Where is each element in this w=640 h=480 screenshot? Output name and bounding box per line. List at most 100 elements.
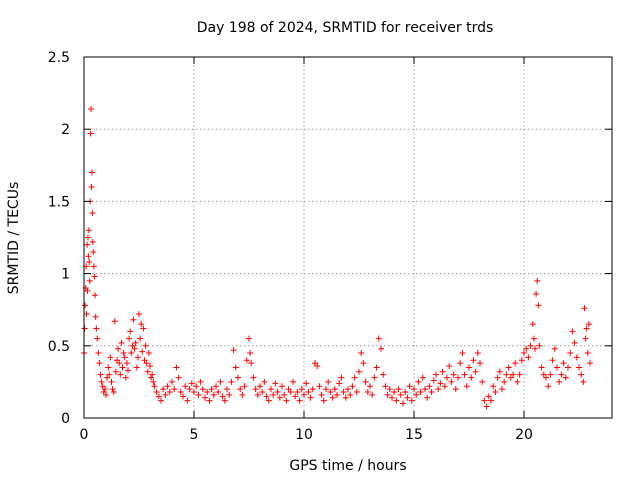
data-point [137,335,144,342]
data-point [118,339,125,346]
data-point [119,364,126,371]
data-point [576,364,582,371]
data-point [380,371,387,378]
y-tick-label: 2.5 [48,50,70,66]
data-point [270,391,277,398]
data-point [305,389,312,396]
data-point [391,389,398,396]
data-point [221,397,228,404]
data-point [402,389,409,396]
data-point [134,354,141,361]
data-point [512,360,519,367]
data-point [158,397,164,404]
data-point [578,371,585,378]
data-point [171,386,178,393]
data-point [360,360,367,367]
data-point [210,391,217,398]
data-point [375,335,382,342]
data-point [160,386,167,393]
data-point [177,389,184,396]
data-point [248,360,255,367]
data-point [510,371,516,378]
data-point [318,391,325,398]
data-point [569,328,576,335]
data-point [582,335,589,342]
data-point [263,393,270,400]
data-point [331,386,338,393]
data-point [215,389,222,396]
data-point [503,371,510,378]
data-point [173,364,180,371]
data-point [298,386,305,393]
y-tick-label: 1 [61,267,70,283]
data-point [268,386,274,393]
data-point [448,378,455,385]
data-point [397,391,404,398]
data-point [125,367,131,374]
y-tick-label: 1.5 [48,194,70,210]
data-point [148,374,155,381]
data-point [121,354,128,361]
data-point [155,393,162,400]
data-point [585,321,592,328]
data-point [213,383,219,390]
data-point [105,364,112,371]
data-point [424,394,431,401]
data-point [92,292,98,299]
data-point [230,347,237,354]
data-point [208,386,215,393]
data-point [204,389,211,396]
data-point [426,383,433,390]
data-point [404,394,411,401]
data-point [151,383,158,390]
data-point [523,345,530,352]
data-point [109,386,116,393]
data-point [247,350,254,357]
data-point [349,383,356,390]
data-point [466,364,472,371]
data-point [86,277,93,284]
y-tick-label: 0 [61,411,70,427]
data-point [587,360,593,367]
data-point [358,350,365,357]
data-point [415,378,422,385]
data-point [290,378,296,385]
data-point [406,383,413,390]
data-point [130,316,137,323]
data-point [136,311,142,318]
data-point [279,383,285,390]
data-point [430,377,437,384]
data-point [492,389,499,396]
data-point [90,248,97,255]
data-point [182,383,189,390]
data-point [169,378,175,385]
data-point [259,389,266,396]
data-point [287,389,294,396]
data-point [228,378,235,385]
data-point [389,394,395,401]
data-point [226,391,233,398]
data-point [496,368,503,375]
data-point [162,391,169,398]
data-point [202,394,208,401]
data-point [446,363,453,370]
data-point [140,325,147,332]
data-point [96,360,103,367]
data-point [91,273,98,280]
data-point [138,321,145,328]
data-point [560,360,567,367]
data-point [107,354,114,361]
data-point [382,383,389,390]
data-point [82,302,89,309]
data-point [131,345,138,352]
data-point [281,391,288,398]
data-point [551,345,558,352]
data-point [584,350,591,357]
data-point [309,386,316,393]
data-point [535,302,542,309]
data-point [153,389,160,396]
data-point [347,391,354,398]
data-point [261,378,268,385]
data-point [122,374,129,381]
x-tick-label: 10 [295,427,313,443]
